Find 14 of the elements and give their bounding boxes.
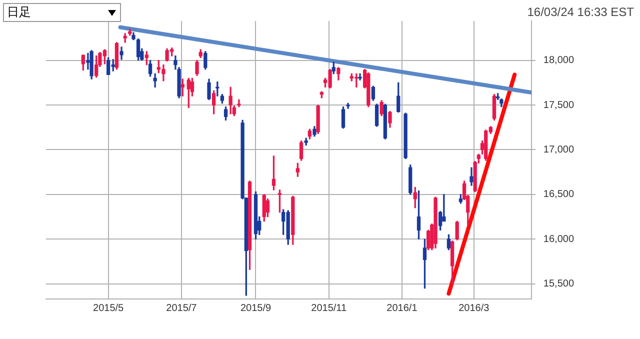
y-tick-label: 16,000 <box>543 234 574 245</box>
y-tick-label: 18,000 <box>543 55 574 66</box>
x-tick-label: 2015/9 <box>240 302 272 314</box>
x-tick-label: 2016/3 <box>458 302 490 314</box>
y-tick-label: 15,500 <box>543 278 574 290</box>
y-tick-label: 17,000 <box>543 144 574 156</box>
text: 16/03/24 16:33 EST <box>527 5 634 19</box>
x-tick-label: 2015/7 <box>166 302 198 314</box>
period-dropdown: 日足 <box>3 3 121 22</box>
x-tick-label: 2016/1 <box>386 302 418 314</box>
x-tick-label: 2015/5 <box>93 302 124 314</box>
x-tick-label: 2015/11 <box>311 302 347 314</box>
y-tick-label: 16,500 <box>543 189 574 200</box>
y-tick-label: 17,500 <box>543 100 574 111</box>
